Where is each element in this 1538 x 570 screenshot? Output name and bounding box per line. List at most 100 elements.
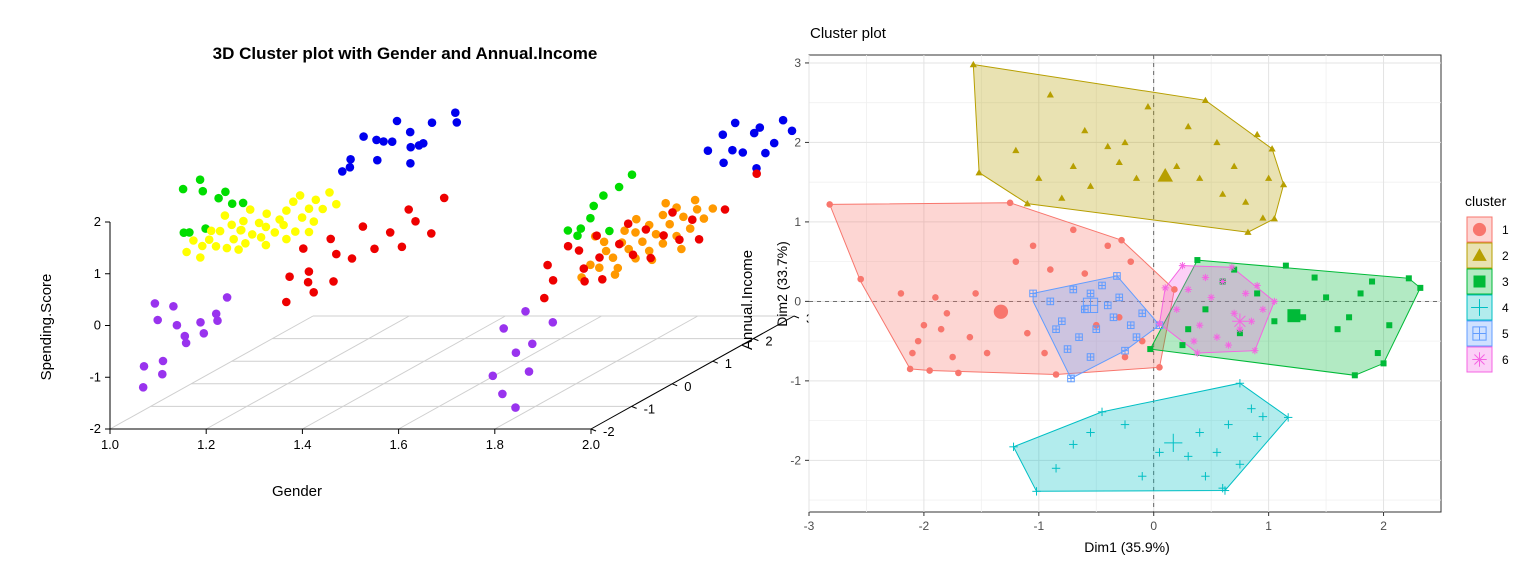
left-z-tick-1 [631,405,637,409]
cluster-2-point-20 [1213,138,1221,146]
cluster-3-point-23 [1369,278,1376,285]
cluster-4-point-16 [1258,412,1268,421]
cluster-1-point-10 [932,294,939,301]
cluster-5-point-9 [1086,289,1095,298]
left-point-s1-7 [185,228,194,237]
cluster-2-point-2 [1023,200,1031,207]
left-point-s0-11 [373,155,382,165]
right-left-side-label: Annual.Income [739,250,756,350]
cluster-3-point-22 [1179,342,1186,349]
left-point-s4-18 [543,260,552,270]
left-x-tick-label-0: 1.0 [101,437,119,452]
cluster-3-point-9 [1236,330,1243,337]
left-point-s3-3 [601,246,611,256]
cluster-2-point-1 [975,169,983,176]
cluster-3-point-1 [1405,275,1412,282]
cluster-6-point-8 [1184,285,1192,294]
cluster-3-point-4 [1351,372,1358,379]
cluster-4-center [1164,433,1183,452]
cluster-2-point-28 [1081,126,1089,134]
cluster-1-point-5 [1156,364,1163,371]
left-point-s3-13 [651,229,661,239]
left-point-s0-20 [730,118,740,128]
left-point-s2-34 [261,240,271,250]
left-point-s5-21 [548,318,558,327]
cluster-6-point-2 [1270,297,1278,305]
cluster-2-point-18 [1184,122,1192,130]
cluster-1-point-13 [914,337,922,345]
cluster-1-point-28 [1024,329,1031,337]
left-point-s0-9 [451,108,460,117]
cluster-3-point-7 [1202,306,1209,313]
left-point-s2-5 [215,226,225,236]
left-point-s2-12 [247,230,257,239]
left-point-s2-4 [211,242,221,251]
left-point-s0-6 [405,127,415,137]
cluster-1-point-20 [1047,266,1054,273]
left-point-s2-16 [262,209,272,218]
cluster-4-point-1 [1097,407,1107,417]
cluster-6-point-1 [1228,263,1236,271]
left-point-s2-20 [282,206,291,215]
cluster-2-point-15 [1132,174,1141,181]
left-point-s5-14 [139,362,149,371]
left-point-s2-15 [261,222,271,232]
left-point-s2-23 [297,213,307,222]
cluster-6-point-14 [1236,325,1244,333]
cluster-5-point-14 [1126,321,1135,330]
cluster-5-point-5 [1046,297,1055,306]
cluster-2-point-13 [1115,158,1123,165]
left-point-s2-22 [289,197,298,206]
left-chart-title: 3D Cluster plot with Gender and Annual.I… [213,44,598,63]
cluster-4-point-0 [1009,442,1018,452]
left-point-s5-8 [211,309,221,319]
cluster-4-point-3 [1283,413,1293,422]
right-x-tick-label-2: -1 [1033,519,1044,533]
left-point-s3-11 [644,246,654,256]
left-point-s4-38 [580,277,589,286]
cluster-2-point-8 [1012,146,1020,154]
left-point-s4-9 [411,217,420,226]
cluster-3-point-10 [1254,290,1261,297]
cluster-5-point-16 [1075,333,1083,341]
legend-symbol-4 [1471,299,1488,316]
cluster-5-point-7 [1069,285,1078,294]
left-point-s0-29 [769,138,779,148]
cluster-3-point-16 [1357,290,1364,297]
left-z-tick-label-4: 2 [765,334,772,349]
left-point-s5-12 [169,302,178,311]
left-point-s5-20 [511,403,520,412]
right-y-axis-label: Dim2 (33.7%) [774,241,790,327]
left-z-tick-2 [672,383,678,387]
left-point-s4-13 [309,288,319,297]
cluster-1-point-11 [920,321,928,329]
left-point-s4-31 [668,208,677,217]
left-point-s2-25 [309,217,319,226]
left-y-tick-label-4: 2 [94,214,101,229]
cluster-6-point-15 [1242,289,1250,298]
left-point-s1-15 [614,182,624,192]
cluster-1-point-29 [1041,349,1048,357]
left-point-s0-4 [392,116,402,126]
cluster-2-point-25 [1265,174,1273,181]
right-x-axis-label: Dim1 (35.9%) [1084,539,1170,555]
right-axis-ticks: -3 -2 -1 0 1 2 -2 -1 0 1 2 3 [790,56,1387,533]
right-x-tick-label-1: -2 [919,519,930,533]
left-point-s4-32 [675,235,684,244]
cluster-2-point-4 [1268,145,1276,152]
left-point-s2-7 [227,220,236,230]
right-x-tick-label-0: -3 [804,519,815,533]
cluster-5-point-11 [1103,301,1112,310]
left-point-s3-20 [685,224,695,233]
left-point-s2-39 [237,225,246,235]
left-point-s0-16 [406,159,415,168]
cluster-4-point-20 [1252,432,1262,441]
cluster-1-point-14 [949,353,956,361]
right-cluster-hulls [828,63,1421,492]
cluster-2-point-21 [1230,162,1238,169]
floor-grid-line-x-4 [494,315,699,430]
cluster-4-point-17 [1138,472,1147,481]
left-point-s0-2 [372,135,381,145]
left-point-s0-23 [761,148,770,158]
left-point-s4-30 [659,231,668,240]
